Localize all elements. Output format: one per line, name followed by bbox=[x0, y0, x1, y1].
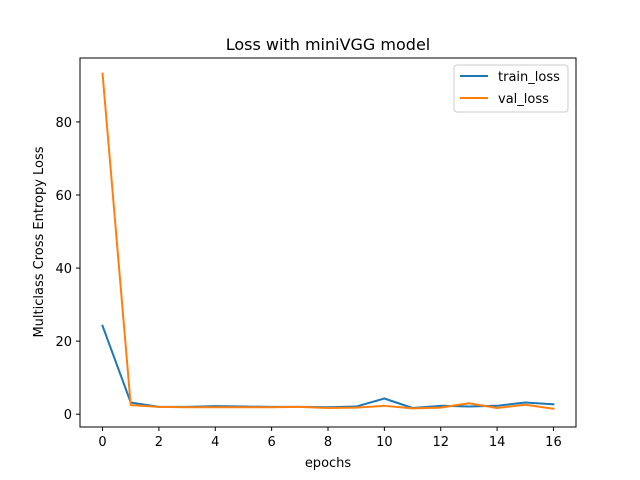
x-tick-label: 16 bbox=[545, 435, 562, 450]
y-tick-label: 40 bbox=[55, 262, 72, 277]
y-tick-label: 0 bbox=[64, 408, 72, 423]
x-tick-label: 6 bbox=[267, 435, 275, 450]
legend: train_loss val_loss bbox=[453, 64, 569, 113]
plot-area: 0 2 4 6 8 10 12 14 16 0 20 40 60 80 bbox=[55, 57, 577, 450]
y-tick-label: 20 bbox=[55, 335, 72, 350]
y-axis-label: Multiclass Cross Entropy Loss bbox=[32, 146, 47, 337]
x-tick-label: 2 bbox=[155, 435, 163, 450]
x-tick-label: 8 bbox=[324, 435, 332, 450]
x-tick-label: 10 bbox=[376, 435, 393, 450]
y-tick-label: 60 bbox=[55, 189, 72, 204]
x-tick-label: 4 bbox=[211, 435, 219, 450]
legend-label-val_loss: val_loss bbox=[498, 92, 549, 107]
y-tick-label: 80 bbox=[55, 116, 72, 131]
legend-label-train_loss: train_loss bbox=[498, 70, 560, 85]
x-tick-label: 14 bbox=[489, 435, 506, 450]
x-tick-label: 12 bbox=[432, 435, 449, 450]
chart-title: Loss with miniVGG model bbox=[226, 35, 430, 54]
x-tick-label: 0 bbox=[98, 435, 106, 450]
series-line-val_loss bbox=[101, 72, 555, 410]
x-axis-label: epochs bbox=[305, 456, 352, 471]
